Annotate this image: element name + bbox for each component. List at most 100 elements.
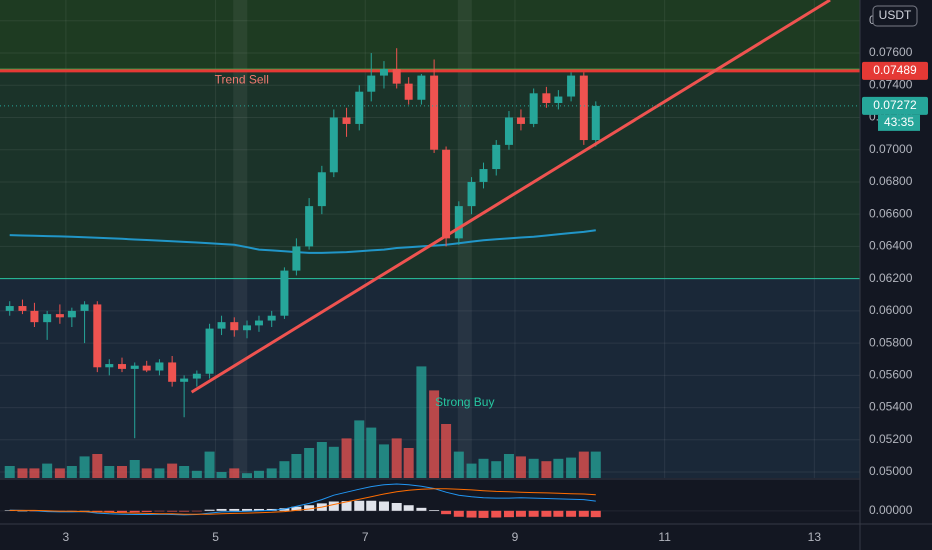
candle-body: [442, 149, 451, 239]
candle-body: [479, 169, 488, 182]
macd-histogram-bar: [167, 510, 178, 512]
macd-histogram-bar: [141, 510, 152, 512]
macd-histogram-bar: [453, 510, 464, 517]
candle-body: [516, 117, 525, 124]
macd-histogram-bar: [491, 510, 502, 518]
level-label-text: 0.07489: [873, 63, 917, 77]
volume-bar: [154, 468, 165, 478]
macd-histogram-bar: [341, 501, 352, 511]
macd-histogram-bar: [191, 510, 202, 512]
macd-histogram-bar: [403, 505, 414, 511]
candle-body: [217, 322, 226, 329]
macd-histogram-bar: [466, 510, 477, 518]
volume-bar: [304, 448, 315, 478]
candle-body: [454, 206, 463, 239]
macd-histogram-bar: [92, 510, 103, 512]
volume-bar: [129, 460, 140, 478]
macd-histogram-bar: [590, 510, 601, 518]
volume-bar: [104, 466, 115, 478]
macd-macd-line: [9, 483, 596, 516]
volume-bar: [341, 438, 352, 478]
candle-body: [18, 306, 27, 311]
volume-bar: [553, 458, 564, 478]
macd-histogram-bar: [253, 508, 264, 511]
macd-histogram-bar: [391, 502, 402, 511]
x-tick-label: 5: [212, 530, 219, 544]
volume-bar: [241, 473, 252, 478]
volume-bar: [117, 466, 128, 478]
volume-bar: [42, 463, 53, 478]
candle-body: [467, 181, 476, 207]
candle-body: [292, 246, 301, 271]
volume-bar: [441, 424, 452, 478]
macd-histogram-bar: [478, 510, 489, 518]
candle-body: [554, 96, 563, 103]
candle-body: [205, 328, 214, 374]
candle-body: [280, 270, 289, 316]
annotation: Trend Sell: [215, 73, 269, 87]
macd-histogram-bar: [117, 510, 128, 513]
macd-histogram-bar: [328, 501, 339, 511]
volume-bar: [416, 366, 427, 478]
candle-body: [168, 362, 177, 382]
volume-bar: [366, 427, 377, 478]
macd-histogram-bar: [416, 507, 427, 511]
volume-bar: [491, 461, 502, 478]
candle-body: [142, 365, 151, 371]
volume-bar: [204, 451, 215, 478]
macd-histogram-bar: [354, 500, 365, 511]
candle-body: [529, 93, 538, 124]
macd-histogram-bar: [578, 510, 589, 517]
candle-body: [392, 69, 401, 84]
y-tick-label: 0.05200: [869, 432, 913, 446]
x-tick-label: 11: [658, 530, 671, 544]
currency: USDT: [879, 8, 912, 22]
candle-body: [567, 75, 576, 97]
y-tick-label: 0.06400: [869, 239, 913, 253]
candle-body: [118, 364, 127, 369]
candle-body: [155, 362, 164, 371]
candle-body: [55, 314, 64, 318]
candle-body: [579, 75, 588, 141]
volume-bar: [354, 420, 365, 478]
macd-histogram-bar: [553, 510, 564, 517]
volume-bar: [528, 458, 539, 478]
candle-body: [355, 91, 364, 124]
volume-bar: [179, 466, 190, 478]
macd-histogram-bar: [378, 501, 389, 511]
candle-body: [192, 373, 201, 379]
axes: 0.05000 0.05200 0.05400 0.05600 0.05800 0.060…: [63, 5, 928, 544]
macd-histogram-bar: [304, 505, 315, 511]
x-tick-label: 9: [512, 530, 519, 544]
candle-body: [542, 93, 551, 103]
macd-histogram-bar: [241, 508, 252, 511]
candle-body: [30, 310, 39, 323]
macd-histogram-bar: [279, 508, 290, 511]
y-tick-label: 0.06600: [869, 206, 913, 220]
countdown-box: [878, 114, 920, 131]
candle-body: [242, 325, 251, 331]
candle-body: [267, 315, 276, 321]
volume-bar: [29, 468, 40, 478]
level-label-box: [862, 61, 928, 80]
last-price-text: 0.07272: [873, 98, 917, 112]
x-tick-label: 7: [362, 530, 369, 544]
volume-bar: [466, 463, 477, 478]
candle-body: [591, 105, 600, 141]
y-tick-label: 0.07000: [869, 142, 913, 156]
macd-tick-label: 0.00000: [869, 503, 913, 517]
candle-body: [105, 364, 114, 368]
volume-bar: [266, 468, 277, 478]
volume-bar: [328, 446, 339, 478]
macd-histogram-bar: [129, 510, 140, 513]
volume-bar: [92, 454, 103, 478]
candle-body: [417, 75, 426, 100]
volume-bar: [429, 390, 440, 478]
moving-average: [9, 229, 596, 254]
volume-bar: [378, 444, 389, 478]
candle-body: [504, 117, 513, 145]
volume-bar: [478, 458, 489, 478]
volume-bar: [17, 468, 28, 478]
volume-bar: [316, 442, 327, 478]
volume-bar: [167, 463, 178, 478]
